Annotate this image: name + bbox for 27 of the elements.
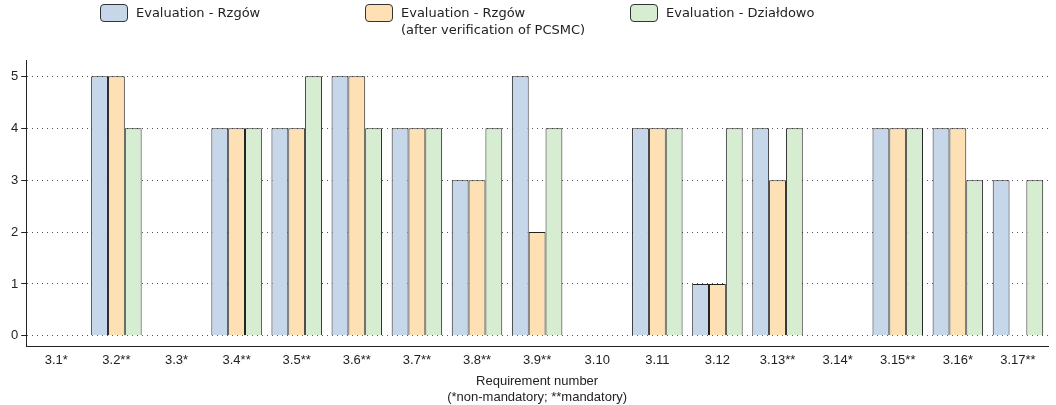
y-tick-label: 2 (11, 223, 19, 239)
x-tick-label: 3.13** (759, 351, 796, 367)
x-tick-label: 3.11 (645, 351, 670, 367)
y-tick-label: 4 (11, 119, 19, 135)
legend-label: Evaluation - Rzgów (after verification of PCSMC) (401, 4, 586, 38)
x-tick-label: 3.4** (222, 351, 251, 367)
x-tick-label: 3.10 (584, 351, 610, 367)
y-tick-label: 5 (11, 67, 19, 83)
x-tick-label: 3.17** (1000, 351, 1036, 367)
x-tick-label: 3.5** (282, 351, 311, 367)
x-axis-title: Requirement number (*non-mandatory; **mandatory) (447, 373, 628, 404)
x-tick-label: 3.6** (342, 351, 371, 367)
legend-label: Evaluation - Działdowo (666, 4, 815, 21)
x-tick-label: 3.16* (942, 351, 974, 367)
y-tick-label: 1 (11, 275, 19, 291)
y-tick-label: 0 (11, 327, 19, 343)
x-tick-label: 3.9** (523, 351, 552, 367)
x-tick-label: 3.12 (704, 351, 731, 367)
x-tick-label: 3.3* (164, 351, 189, 367)
x-tick-label: 3.1* (44, 351, 68, 367)
y-tick-label: 3 (11, 171, 19, 187)
x-tick-label: 3.14* (822, 351, 853, 367)
x-tick-label: 3.7** (402, 351, 432, 367)
x-tick-label: 3.15** (880, 351, 916, 367)
x-tick-label: 3.8** (462, 351, 492, 367)
legend-label: Evaluation - Rzgów (136, 4, 261, 21)
x-tick-label: 3.2** (102, 351, 131, 367)
